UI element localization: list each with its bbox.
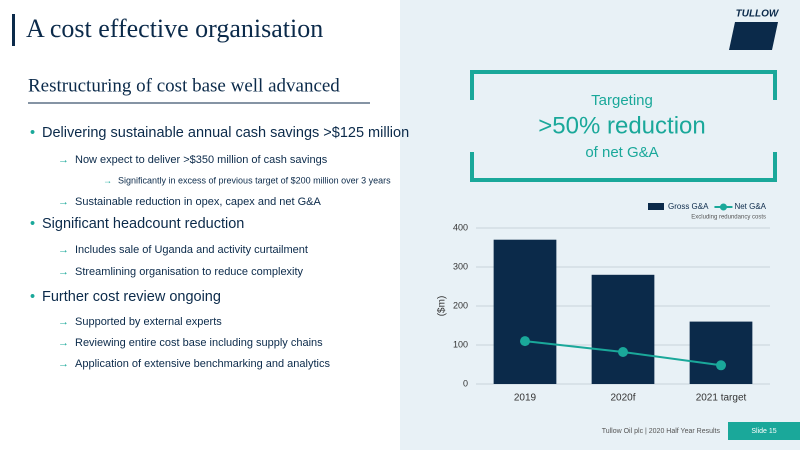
bullet-marker: → xyxy=(58,154,69,166)
slide-box xyxy=(728,422,800,440)
bullet-text: Now expect to deliver >$350 million of c… xyxy=(75,154,328,166)
footer-text: Tullow Oil plc | 2020 Half Year Results xyxy=(602,428,721,435)
point xyxy=(618,347,628,358)
y-tick-label: 100 xyxy=(453,339,468,349)
bullet-marker: • xyxy=(30,216,35,232)
legend-label: Net G&A xyxy=(734,202,766,211)
bullet-text: Supported by external experts xyxy=(75,316,222,328)
bullet-text: Delivering sustainable annual cash savin… xyxy=(42,125,409,141)
bullet-marker: → xyxy=(58,266,69,278)
bullet-text: Streamlining organisation to reduce comp… xyxy=(75,266,304,278)
bullet-marker: • xyxy=(30,125,35,141)
logo-mark xyxy=(729,22,778,50)
callout-line: Targeting xyxy=(591,92,653,109)
subtitle: Restructuring of cost base well advanced xyxy=(28,75,340,96)
bullet-text: Significant headcount reduction xyxy=(42,216,244,232)
point xyxy=(520,336,530,347)
y-tick-label: 300 xyxy=(453,261,468,271)
chart-note: Excluding redundancy costs xyxy=(691,215,766,221)
callout-line: of net G&A xyxy=(585,144,658,161)
bar xyxy=(689,321,753,384)
bullet-text: Significantly in excess of previous targ… xyxy=(118,175,391,185)
bullet-marker: → xyxy=(58,196,69,208)
legend-swatch xyxy=(648,203,664,210)
legend-label: Gross G&A xyxy=(668,202,709,211)
y-axis-label: ($m) xyxy=(437,296,448,317)
bullet-marker: • xyxy=(30,289,35,305)
bullet-marker: → xyxy=(58,316,69,328)
bullet-text: Further cost review ongoing xyxy=(42,289,221,305)
point xyxy=(716,360,726,371)
bullet-marker: → xyxy=(58,337,69,349)
bullet-text: Application of extensive benchmarking an… xyxy=(75,358,330,370)
y-tick-label: 0 xyxy=(463,378,468,388)
bullet-text: Sustainable reduction in opex, capex and… xyxy=(75,196,321,208)
callout-highlight: >50% reduction xyxy=(538,112,705,139)
y-tick-label: 400 xyxy=(453,222,468,232)
logo: TULLOW xyxy=(736,9,780,20)
callout-bracket xyxy=(470,70,777,182)
bullet-marker: → xyxy=(58,358,69,370)
title: A cost effective organisation xyxy=(26,14,323,43)
bullet-marker: → xyxy=(58,244,69,256)
bullet-marker: → xyxy=(103,175,112,185)
slide-number: Slide 15 xyxy=(751,428,776,435)
bar xyxy=(493,239,557,384)
bullet-text: Includes sale of Uganda and activity cur… xyxy=(75,244,308,256)
bullet-text: Reviewing entire cost base including sup… xyxy=(75,337,323,349)
bar xyxy=(591,274,655,384)
title-bar xyxy=(12,14,15,46)
legend-swatch xyxy=(719,203,727,211)
x-tick-label: 2020f xyxy=(610,393,635,404)
y-tick-label: 200 xyxy=(453,300,468,310)
x-tick-label: 2021 target xyxy=(696,393,747,404)
x-tick-label: 2019 xyxy=(514,393,537,404)
